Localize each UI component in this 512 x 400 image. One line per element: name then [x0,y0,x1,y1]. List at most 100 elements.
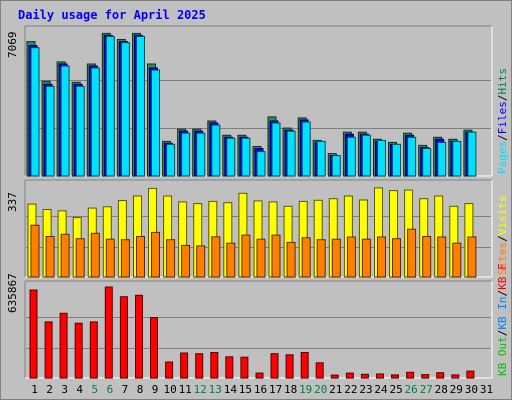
bar-kb-f-day-29 [451,374,460,379]
bar-kb-f-day-13 [210,352,219,379]
x-tick-label: 20 [314,383,327,396]
bar-sites-day-5 [90,232,100,278]
bar-sites-day-16 [256,238,266,278]
bar-kb-f-day-30 [466,370,475,379]
bar-kb-f-day-2 [44,321,53,379]
bar-sites-day-15 [241,234,251,278]
bar-sites-day-4 [75,238,85,278]
bar-pages-day-7 [120,42,130,177]
legend-item: Visits [496,196,509,236]
bar-kb-f-day-21 [330,374,339,379]
x-tick-label: 23 [359,383,372,396]
bar-pages-day-2 [45,85,55,177]
plot-area [25,281,492,378]
bar-pages-day-24 [377,139,386,177]
x-tick-label: 29 [450,383,463,396]
bar-pages-day-1 [30,47,40,177]
y-axis-max-label: 7069 [6,32,19,59]
bar-kb-f-day-24 [376,373,384,379]
bar-sites-day-24 [377,236,386,278]
bar-pages-day-15 [241,137,251,177]
bar-pages-day-23 [361,134,371,177]
bar-sites-day-28 [437,236,447,278]
bar-pages-day-22 [346,136,356,177]
bar-kb-f-day-17 [270,353,279,379]
x-tick-label: 1 [31,383,38,396]
legend-item: KB F [496,263,509,290]
bar-pages-day-6 [105,36,115,177]
x-tick-label: 15 [239,383,252,396]
y-axis-max-label: 337 [6,192,19,212]
bar-pages-day-29 [452,140,462,177]
bar-kb-f-day-3 [59,312,68,379]
bar-pages-day-9 [151,69,160,177]
x-tick-label: 14 [224,383,238,396]
bar-sites-day-10 [166,239,176,278]
bar-sites-day-22 [346,236,356,278]
x-tick-label: 21 [329,383,342,396]
bar-sites-day-9 [151,231,160,278]
legend-item: Sites [496,242,509,275]
legend: Pages/Files/Hits [496,68,509,174]
page-title: Daily usage for April 2025 [18,8,206,22]
x-tick-label: 22 [344,383,357,396]
bar-pages-day-5 [90,67,100,177]
bar-sites-day-25 [392,238,401,278]
x-tick-label: 28 [435,383,448,396]
x-tick-label: 2 [46,383,53,396]
bar-sites-day-27 [422,236,432,278]
x-tick-label: 31 [480,383,493,396]
x-tick-label: 5 [91,383,98,396]
bar-sites-day-8 [136,236,145,278]
bar-pages-day-25 [392,143,401,177]
bar-kb-f-day-18 [285,354,294,379]
bar-sites-day-12 [196,245,206,278]
legend: KB Out/KB In/KB F [496,263,509,376]
x-tick-label: 16 [254,383,267,396]
bar-pages-day-21 [331,155,341,177]
legend-item: KB Out [496,336,509,376]
bar-pages-day-10 [166,143,176,177]
bar-pages-day-30 [467,131,477,177]
bar-pages-day-28 [437,141,447,177]
bar-pages-day-19 [301,121,311,177]
bar-kb-f-day-5 [89,321,98,379]
bar-kb-f-day-9 [150,317,158,379]
bar-kb-f-day-7 [119,296,128,379]
bar-pages-day-26 [407,136,417,177]
bar-sites-day-18 [286,241,296,278]
y-axis-max-label: 635867 [6,273,19,313]
bar-kb-f-day-14 [225,356,234,379]
bar-pages-day-11 [181,132,191,177]
x-tick-label: 4 [76,383,83,396]
legend-item: / [496,235,509,242]
panel-visits-sites: 337 Sites/Visits [6,179,509,278]
x-tick-label: 24 [374,383,388,396]
bar-kb-f-day-25 [391,374,399,379]
legend-item: / [496,330,509,337]
bar-kb-f-day-28 [436,372,445,379]
bar-kb-f-day-4 [74,322,83,379]
bar-pages-day-4 [75,85,85,177]
legend: Sites/Visits [496,196,509,276]
legend-item: / [496,95,509,102]
legend-item: Files [496,101,509,134]
bar-kb-f-day-12 [195,353,204,379]
bar-kb-f-day-8 [135,294,143,379]
bar-kb-f-day-23 [360,373,369,379]
x-tick-label: 26 [404,383,417,396]
x-tick-label: 30 [465,383,478,396]
bar-kb-f-day-22 [345,372,354,379]
bar-pages-day-3 [60,65,70,177]
bar-pages-day-14 [226,137,236,177]
bar-sites-day-3 [60,233,70,278]
legend-item: Pages [496,141,509,174]
bar-kb-f-day-26 [406,371,415,379]
bar-pages-day-17 [271,122,281,177]
x-tick-label: 11 [179,383,192,396]
bar-pages-day-18 [286,130,296,177]
bar-sites-day-7 [120,239,130,278]
bar-kb-f-day-1 [29,289,38,379]
